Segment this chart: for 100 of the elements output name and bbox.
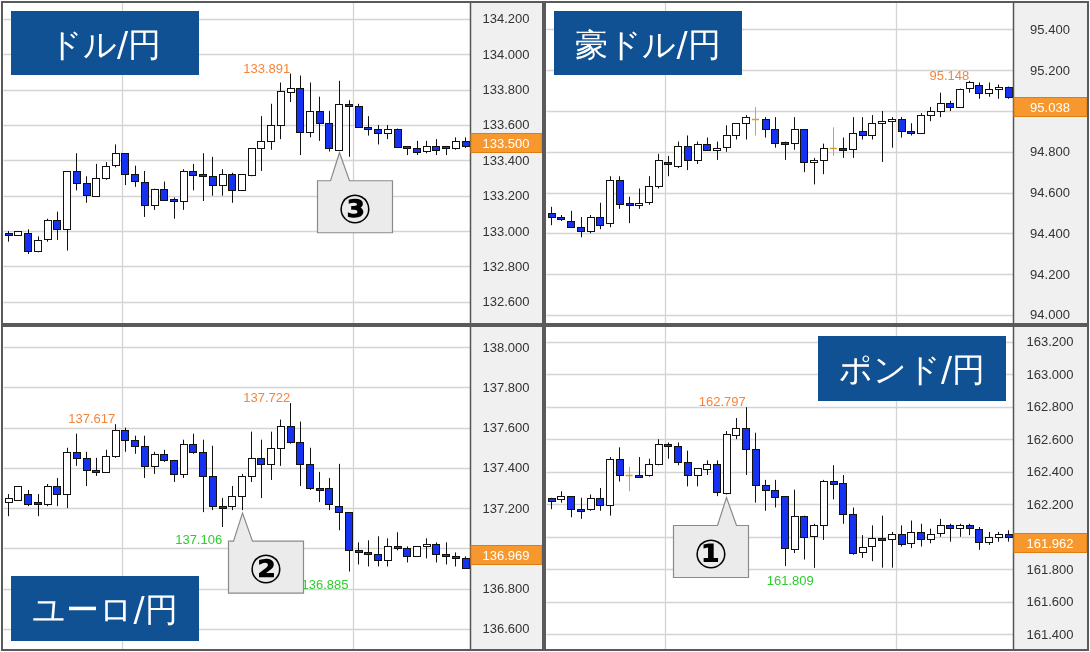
y-tick-label: 94.800 bbox=[1030, 144, 1070, 160]
y-tick-label: 133.000 bbox=[482, 223, 530, 239]
candlestick bbox=[742, 114, 750, 141]
y-tick-label: 137.600 bbox=[482, 420, 530, 436]
y-tick-label: 133.200 bbox=[482, 188, 530, 204]
y-tick-label: 95.400 bbox=[1030, 22, 1070, 37]
y-tick-label: 161.600 bbox=[1026, 594, 1074, 610]
y-tick-label: 161.400 bbox=[1026, 626, 1074, 642]
annotation: 137.722 bbox=[243, 390, 291, 406]
candlestick bbox=[810, 523, 818, 569]
candlestick bbox=[713, 141, 721, 161]
y-tick-label: 136.600 bbox=[482, 621, 530, 637]
candlestick bbox=[442, 541, 450, 565]
candlestick bbox=[384, 537, 392, 567]
y-tick-label: 136.800 bbox=[482, 581, 530, 597]
text: ドル/円 bbox=[48, 24, 162, 64]
y-tick-label: 134.000 bbox=[482, 46, 530, 62]
y-tick-label: 137.800 bbox=[482, 379, 530, 395]
y-tick-label: 94.400 bbox=[1030, 225, 1070, 241]
annotation: 95.148 bbox=[929, 67, 970, 83]
candlestick bbox=[267, 103, 275, 151]
annotation: ③ bbox=[338, 185, 372, 232]
y-tick-label: 94.000 bbox=[1030, 307, 1070, 323]
y-tick-label: 95.200 bbox=[1030, 62, 1070, 78]
annotation: 137.617 bbox=[68, 411, 116, 427]
y-tick-label: 94.200 bbox=[1030, 266, 1070, 282]
y-tick-label: 137.400 bbox=[482, 460, 530, 476]
y-tick-label: 162.400 bbox=[1026, 464, 1074, 480]
y-tick-label: 132.800 bbox=[482, 258, 530, 274]
candlestick bbox=[199, 439, 207, 513]
candlestick bbox=[335, 463, 343, 531]
text: 136.969 bbox=[482, 547, 530, 563]
candlestick bbox=[888, 116, 896, 149]
candlestick bbox=[267, 431, 275, 481]
text: 161.962 bbox=[1026, 535, 1074, 551]
candlestick bbox=[131, 435, 139, 455]
candlestick bbox=[810, 157, 818, 185]
candlestick bbox=[199, 152, 207, 202]
y-tick-label: 132.600 bbox=[482, 294, 530, 310]
candlestick bbox=[878, 515, 886, 569]
candlestick bbox=[141, 170, 149, 218]
y-tick-label: 163.000 bbox=[1026, 366, 1074, 382]
text: ポンド/円 bbox=[838, 350, 986, 389]
candlestick bbox=[141, 435, 149, 479]
y-tick-label: 133.800 bbox=[482, 82, 530, 98]
candlestick bbox=[742, 406, 750, 476]
candlestick bbox=[374, 124, 382, 145]
candlestick bbox=[839, 137, 847, 159]
candlestick bbox=[277, 419, 285, 467]
candlestick bbox=[859, 534, 867, 559]
candlestick bbox=[374, 535, 382, 567]
candlestick bbox=[674, 141, 682, 169]
candlestick bbox=[577, 216, 585, 238]
annotation: 136.885 bbox=[301, 576, 349, 592]
y-tick-label: 134.200 bbox=[482, 11, 530, 27]
candlestick bbox=[684, 134, 692, 171]
candlestick bbox=[73, 433, 81, 467]
annotation: 133.891 bbox=[243, 60, 291, 76]
candlestick bbox=[170, 196, 178, 220]
text: 133.500 bbox=[482, 135, 530, 151]
candlestick bbox=[878, 110, 886, 163]
candlestick bbox=[975, 526, 983, 551]
candlestick bbox=[917, 112, 925, 134]
annotation: 161.809 bbox=[766, 572, 814, 588]
annotation: 162.797 bbox=[698, 394, 746, 410]
candlestick bbox=[24, 228, 32, 255]
candlestick bbox=[849, 116, 857, 159]
candlestick bbox=[888, 531, 896, 569]
candlestick bbox=[345, 99, 353, 158]
candlestick bbox=[34, 493, 42, 517]
y-tick-label: 162.800 bbox=[1026, 399, 1074, 415]
y-tick-label: 162.200 bbox=[1026, 496, 1074, 512]
y-tick-label: 162.600 bbox=[1026, 431, 1074, 447]
candlestick bbox=[102, 449, 110, 473]
candlestick bbox=[577, 497, 585, 520]
annotation: 137.106 bbox=[175, 532, 223, 548]
annotation: ① bbox=[694, 530, 728, 577]
text: ユーロ/円 bbox=[32, 590, 178, 629]
candlestick bbox=[635, 456, 643, 478]
candlestick bbox=[820, 143, 828, 175]
candlestick bbox=[306, 82, 314, 138]
y-tick-label: 137.200 bbox=[482, 500, 530, 516]
text: 豪ドル/円 bbox=[575, 24, 721, 64]
candlestick bbox=[674, 441, 682, 466]
candlestick bbox=[238, 473, 246, 511]
y-tick-label: 161.800 bbox=[1026, 561, 1074, 577]
y-tick-label: 94.600 bbox=[1030, 185, 1070, 201]
candlestick bbox=[306, 447, 314, 491]
candlestick bbox=[645, 175, 653, 206]
candlestick bbox=[209, 156, 217, 197]
candlestick bbox=[73, 152, 81, 191]
y-tick-label: 163.200 bbox=[1026, 334, 1074, 350]
candlestick bbox=[616, 446, 624, 482]
y-tick-label: 138.000 bbox=[482, 339, 530, 355]
candlestick bbox=[567, 495, 575, 518]
y-tick-label: 133.400 bbox=[482, 152, 530, 168]
candlestick bbox=[917, 523, 925, 548]
candlestick bbox=[868, 524, 876, 562]
candlestick bbox=[616, 175, 624, 210]
candlestick bbox=[684, 450, 692, 487]
